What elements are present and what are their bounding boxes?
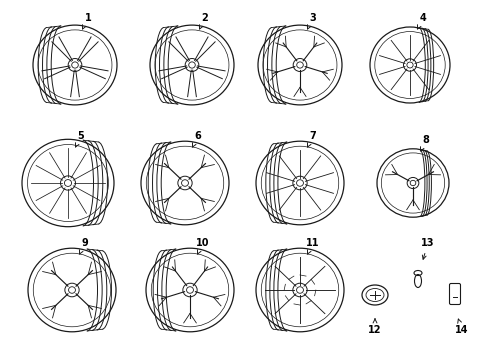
Text: 7: 7 (307, 131, 316, 147)
Text: 9: 9 (80, 238, 88, 254)
Text: 6: 6 (192, 131, 201, 147)
Text: 8: 8 (420, 135, 428, 151)
Text: 1: 1 (82, 13, 91, 29)
Text: 12: 12 (367, 319, 381, 335)
Text: 14: 14 (454, 319, 468, 335)
Text: 11: 11 (305, 238, 319, 254)
Text: 13: 13 (420, 238, 434, 259)
Text: 5: 5 (75, 131, 84, 147)
Text: 4: 4 (417, 13, 426, 29)
Text: 3: 3 (307, 13, 316, 29)
Text: 2: 2 (199, 13, 208, 29)
Text: 10: 10 (196, 238, 209, 254)
